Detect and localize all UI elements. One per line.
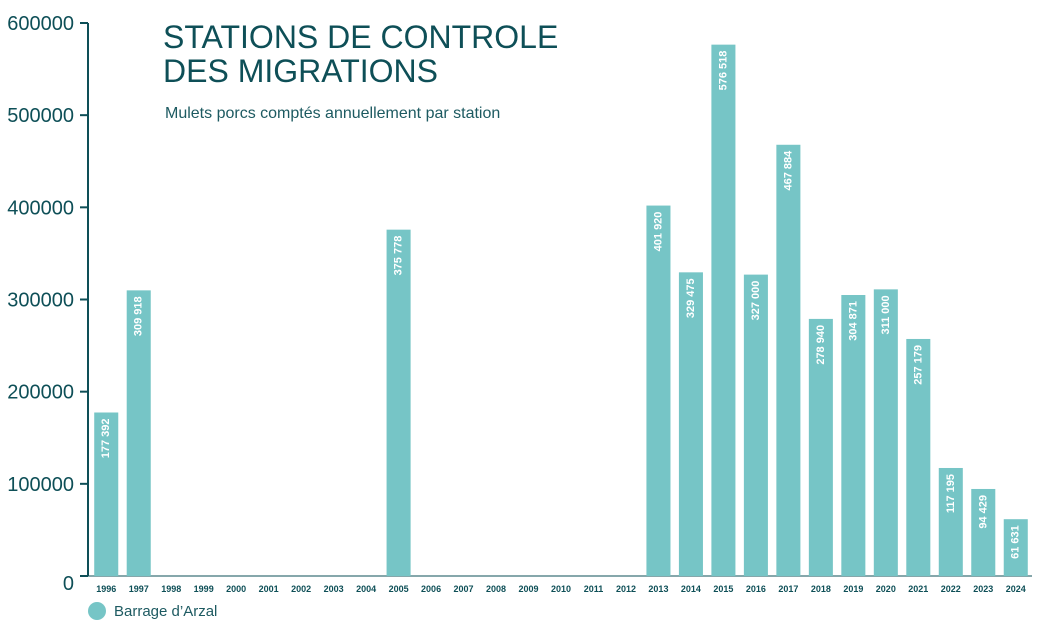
y-tick-label: 600000	[7, 13, 74, 35]
x-tick-label: 2012	[616, 584, 636, 594]
x-tick-label: 1996	[96, 584, 116, 594]
bar	[1003, 519, 1028, 576]
bar-value-label: 309 918	[133, 296, 145, 336]
x-tick-label: 2021	[908, 584, 928, 594]
bar-value-label: 311 000	[880, 295, 892, 334]
x-tick-label: 2015	[713, 584, 733, 594]
bar	[743, 274, 768, 576]
bar	[808, 318, 833, 576]
bar-value-label: 327 000	[750, 281, 762, 321]
x-tick-label: 2001	[259, 584, 279, 594]
bar	[386, 229, 411, 576]
bar-value-label: 375 778	[393, 236, 405, 276]
bar	[126, 290, 151, 576]
bar	[873, 289, 898, 576]
bar-value-label: 304 871	[847, 301, 859, 341]
x-tick-label: 2007	[454, 584, 474, 594]
x-tick-label: 1998	[161, 584, 181, 594]
chart-title-line2: DES MIGRATIONS	[163, 53, 438, 89]
bar-value-label: 278 940	[815, 325, 827, 365]
legend-swatch	[88, 602, 106, 620]
x-tick-label: 2019	[843, 584, 863, 594]
x-tick-label: 2006	[421, 584, 441, 594]
x-tick-label: 2004	[356, 584, 376, 594]
x-tick-label: 2014	[681, 584, 701, 594]
x-tick-label: 2022	[941, 584, 961, 594]
bar	[776, 144, 801, 576]
x-tick-label: 2002	[291, 584, 311, 594]
legend-label: Barrage d’Arzal	[114, 602, 218, 620]
x-tick-label: 2017	[778, 584, 798, 594]
bar-value-label: 61 631	[1010, 525, 1022, 559]
bar-value-label: 177 392	[100, 419, 112, 459]
x-tick-label: 2009	[519, 584, 539, 594]
x-tick-label: 2003	[324, 584, 344, 594]
bar	[711, 44, 736, 576]
x-tick-label: 1999	[194, 584, 214, 594]
y-tick-label: 400000	[7, 197, 74, 219]
legend: Barrage d’Arzal	[88, 602, 217, 620]
x-tick-label: 2010	[551, 584, 571, 594]
bar	[938, 467, 963, 576]
y-tick-label: 300000	[7, 290, 74, 312]
x-tick-label: 2011	[584, 584, 604, 594]
bar-value-label: 257 179	[912, 345, 924, 385]
y-tick-label: 0	[63, 573, 74, 595]
bar-value-label: 401 920	[652, 212, 664, 252]
x-tick-label: 2020	[876, 584, 896, 594]
bar	[906, 338, 931, 576]
x-tick-label: 1997	[129, 584, 149, 594]
x-tick-label: 2018	[811, 584, 831, 594]
bar	[94, 412, 119, 576]
x-tick-label: 2023	[973, 584, 993, 594]
y-tick-label: 100000	[7, 474, 74, 496]
bar	[841, 295, 866, 576]
x-tick-label: 2024	[1006, 584, 1026, 594]
x-tick-label: 2013	[648, 584, 668, 594]
y-tick-label: 500000	[7, 105, 74, 127]
x-tick-label: 2016	[746, 584, 766, 594]
bar	[646, 205, 671, 577]
chart-title-line1: STATIONS DE CONTROLE	[163, 19, 559, 55]
bar-value-label: 329 475	[685, 278, 697, 318]
x-tick-label: 2008	[486, 584, 506, 594]
bar	[678, 272, 703, 576]
bar-value-label: 117 195	[945, 474, 957, 513]
y-tick-label: 200000	[7, 382, 74, 404]
bar-value-label: 576 518	[717, 51, 729, 91]
bar	[971, 488, 996, 576]
chart-subtitle: Mulets porcs comptés annuellement par st…	[165, 105, 501, 122]
bar-value-label: 94 429	[977, 495, 989, 529]
bar-value-label: 467 884	[782, 150, 794, 191]
x-tick-label: 2000	[226, 584, 246, 594]
x-tick-label: 2005	[389, 584, 409, 594]
chart-title: STATIONS DE CONTROLE DES MIGRATIONS	[163, 20, 558, 88]
